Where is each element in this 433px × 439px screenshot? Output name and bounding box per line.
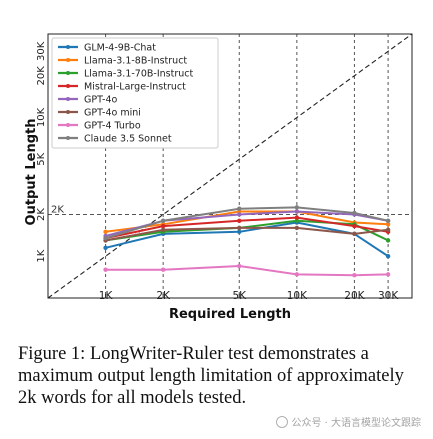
chart: 2K 1K 2K 5K 10K 20K 30K 1K 2K 5K 10K 20K 30K GLM-4-… [24,33,413,322]
data-point-mistral-large-instruct-20k [352,223,357,229]
legend: GLM-4-9B-Chat Llama-3.1-8B-Instruct Llama-… [51,37,219,149]
y-tick-label-5k: 5K [36,152,47,165]
x-tick-label-5k: 5K [232,290,247,302]
data-point-mistral-large-instruct-5k [237,218,242,224]
legend-label-glm-4-9b-chat: GLM-4-9B-Chat [84,43,156,54]
legend-marker-mistral-large-instruct [66,84,70,88]
data-point-gpt-4o-mini-20k [352,231,357,237]
data-point-claude-3-5-sonnet-5k [237,206,242,211]
data-point-gpt-4-turbo-1k [103,267,108,272]
x-tick-label-30k: 30K [378,290,399,302]
legend-marker-claude-3-5-sonnet [66,136,70,140]
data-point-gpt-4-turbo-10k [294,272,300,277]
data-point-claude-3-5-sonnet-10k [294,205,300,210]
data-point-claude-3-5-sonnet-30k [385,218,391,224]
data-point-llama-3-1-70b-instruct-10k [294,218,300,224]
series-lines [103,205,391,278]
data-point-claude-3-5-sonnet-2k [160,218,166,224]
data-point-gpt-4-turbo-5k [237,263,242,269]
x-tick-label-1k: 1K [99,290,114,302]
y-axis-label: Output Length [24,119,39,226]
series-line-llama-3-1-8b-instruct [105,210,389,233]
legend-marker-glm-4-9b-chat [66,45,70,49]
data-point-claude-3-5-sonnet-20k [352,210,357,216]
y-tick-label-2k: 2K [36,208,47,221]
y-tick-label-20k: 20K [36,66,47,86]
data-point-glm-4-9b-chat-5k [237,229,242,235]
diagonal-reference-line [47,33,413,299]
legend-label-llama-3-1-8b-instruct: Llama-3.1-8B-Instruct [84,56,187,67]
legend-label-claude-3-5-sonnet: Claude 3.5 Sonnet [84,134,172,145]
legend-marker-llama-3-1-70b-instruct [66,71,70,75]
data-point-gpt-4o-mini-10k [294,225,300,231]
y-tick-label-10k: 10K [36,107,47,127]
watermark: 公众号 · 大语言模型论文跟踪 [276,414,421,429]
series-line-gpt-4-turbo [105,265,389,277]
series-line-gpt-4o-mini [105,226,389,242]
legend-box [51,37,219,149]
data-point-gpt-4o-10k [294,209,300,214]
data-point-llama-3-1-8b-instruct-1k [103,229,108,235]
data-point-glm-4-9b-chat-30k [385,254,391,259]
data-point-llama-3-1-70b-instruct-30k [385,238,391,243]
data-point-gpt-4o-5k [237,212,242,217]
data-point-gpt-4-turbo-30k [385,272,391,277]
data-point-mistral-large-instruct-10k [294,215,300,220]
legend-label-llama-3-1-70b-instruct: Llama-3.1-70B-Instruct [84,69,193,80]
reference-line-label: 2K [51,204,64,215]
data-point-gpt-4-turbo-20k [352,273,357,278]
tick-labels: 1K 2K 5K 10K 20K 30K 1K 2K 5K 10K 20K 30K [36,41,399,302]
wechat-icon [276,416,289,428]
data-point-glm-4-9b-chat-1k [103,245,108,251]
plot-frame [47,33,413,299]
legend-marker-gpt-4o-mini [66,110,70,114]
x-tick-label-2k: 2K [156,290,171,302]
y-tick-label-30k: 30K [36,41,47,61]
legend-marker-llama-3-1-8b-instruct [66,58,70,62]
legend-label-mistral-large-instruct: Mistral-Large-Instruct [84,82,186,93]
x-axis-label: Required Length [169,307,291,322]
legend-marker-gpt-4-turbo [66,123,70,127]
legend-marker-gpt-4o [66,97,70,101]
figure-caption: Figure 1: LongWriter-Ruler test demonstr… [18,344,404,408]
series-line-mistral-large-instruct [105,216,389,240]
data-point-llama-3-1-8b-instruct-30k [385,222,391,227]
x-tick-label-10k: 10K [287,290,308,302]
legend-label-gpt-4o-mini: GPT-4o mini [84,108,141,119]
y-tick-label-1k: 1K [36,249,47,262]
legend-label-gpt-4-turbo: GPT-4 Turbo [84,121,141,132]
data-point-gpt-4o-mini-30k [385,227,391,233]
watermark-text: 公众号 · 大语言模型论文跟踪 [291,418,421,429]
series-line-claude-3-5-sonnet [105,206,389,240]
data-point-claude-3-5-sonnet-1k [103,235,108,241]
data-point-gpt-4-turbo-2k [160,267,166,272]
x-tick-label-20k: 20K [344,290,365,302]
data-point-mistral-large-instruct-2k [160,223,166,229]
plot-frame-border [47,33,413,299]
legend-label-gpt-4o: GPT-4o [84,95,117,106]
data-point-gpt-4o-mini-2k [160,227,166,233]
data-point-gpt-4o-mini-5k [237,225,242,231]
